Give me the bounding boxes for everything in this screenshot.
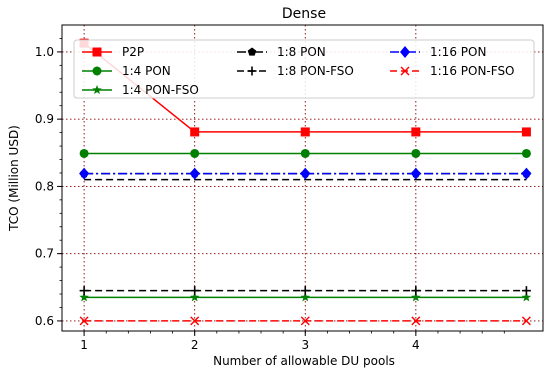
y-axis-label: TCO (Million USD) xyxy=(7,125,21,232)
legend-marker-1-16-pon-fso xyxy=(400,66,410,76)
y-tick-label: 0.7 xyxy=(35,247,54,261)
y-tick-label: 1.0 xyxy=(35,45,54,59)
series-1-16-pon xyxy=(79,167,532,180)
data-point-1-4-pon xyxy=(300,148,310,158)
series-lines xyxy=(79,38,532,326)
legend-item-p2p: P2P xyxy=(82,45,144,59)
x-tick-label: 4 xyxy=(412,338,420,352)
data-point-1-8-pon-fso xyxy=(521,286,531,296)
legend-marker-1-8-pon xyxy=(247,47,257,56)
data-point-1-4-pon-fso xyxy=(411,292,421,302)
data-point-1-16-pon xyxy=(300,167,311,180)
data-point-1-4-pon xyxy=(79,148,89,158)
legend-marker-1-16-pon xyxy=(400,46,410,58)
legend-box xyxy=(73,39,535,99)
y-tick-label: 0.9 xyxy=(35,112,54,126)
legend-marker-p2p xyxy=(92,47,102,57)
data-point-1-16-pon-fso xyxy=(411,316,421,326)
x-tick-label: 2 xyxy=(191,338,199,352)
legend-item-1-16-pon: 1:16 PON xyxy=(390,45,486,59)
data-point-1-8-pon-fso xyxy=(300,286,310,296)
legend-item-1-4-pon: 1:4 PON xyxy=(82,64,171,78)
x-axis-label: Number of allowable DU pools xyxy=(213,354,395,368)
legend-label: 1:16 PON-FSO xyxy=(430,64,515,78)
data-point-p2p xyxy=(411,127,421,137)
series-1-4-pon-fso xyxy=(79,292,532,302)
legend: P2P 1:4 PON 1:4 PON-FSO 1:8 PON 1:8 PON-FSO 1… xyxy=(73,39,535,99)
data-point-1-16-pon-fso xyxy=(521,316,531,326)
data-point-1-4-pon-fso xyxy=(189,292,200,302)
legend-item-1-8-pon: 1:8 PON xyxy=(237,45,326,59)
x-tick-label: 1 xyxy=(80,338,88,352)
legend-item-1-4-pon-fso: 1:4 PON-FSO xyxy=(82,83,199,97)
y-tick-label: 0.6 xyxy=(35,314,54,328)
data-point-1-4-pon-fso xyxy=(521,292,532,302)
legend-label: 1:8 PON xyxy=(277,45,326,59)
data-point-1-4-pon-fso xyxy=(79,292,89,302)
legend-label: 1:4 PON xyxy=(122,64,171,78)
legend-label: 1:4 PON-FSO xyxy=(122,83,199,97)
legend-label: 1:16 PON xyxy=(430,45,486,59)
data-point-1-8-pon-fso xyxy=(190,286,200,296)
x-tick-label: 3 xyxy=(301,338,309,352)
chart-title: Dense xyxy=(282,6,326,22)
data-point-1-16-pon xyxy=(189,167,200,180)
axes: 1 2 3 4 0.6 0.7 0.8 0.9 1.0 xyxy=(35,24,544,352)
data-point-1-16-pon xyxy=(79,167,90,180)
series-1-16-pon-fso xyxy=(79,316,531,326)
data-point-p2p xyxy=(300,127,310,137)
legend-marker-1-4-pon xyxy=(92,66,102,76)
legend-marker-1-4-pon-fso xyxy=(92,85,102,95)
series-1-4-pon xyxy=(79,148,531,158)
data-point-1-4-pon xyxy=(521,148,531,158)
y-tick-label: 0.8 xyxy=(35,179,54,193)
data-point-p2p xyxy=(190,127,200,137)
legend-label: 1:8 PON-FSO xyxy=(277,64,354,78)
legend-label: P2P xyxy=(122,45,144,59)
data-point-1-4-pon xyxy=(190,148,200,158)
data-point-p2p xyxy=(521,127,531,137)
series-1-8-pon-fso xyxy=(79,286,531,296)
data-point-1-16-pon xyxy=(410,167,421,180)
data-point-1-16-pon xyxy=(521,167,532,180)
legend-marker-1-8-pon-fso xyxy=(247,66,257,76)
data-point-1-8-pon-fso xyxy=(79,286,89,296)
data-point-1-16-pon-fso xyxy=(190,316,200,326)
data-point-1-4-pon xyxy=(411,148,421,158)
data-point-1-8-pon-fso xyxy=(411,286,421,296)
data-point-1-16-pon-fso xyxy=(300,316,310,326)
legend-item-1-16-pon-fso: 1:16 PON-FSO xyxy=(390,64,515,78)
legend-item-1-8-pon-fso: 1:8 PON-FSO xyxy=(237,64,354,78)
data-point-1-16-pon-fso xyxy=(79,316,89,326)
plot-frame xyxy=(61,24,544,332)
data-point-1-4-pon-fso xyxy=(300,292,311,302)
